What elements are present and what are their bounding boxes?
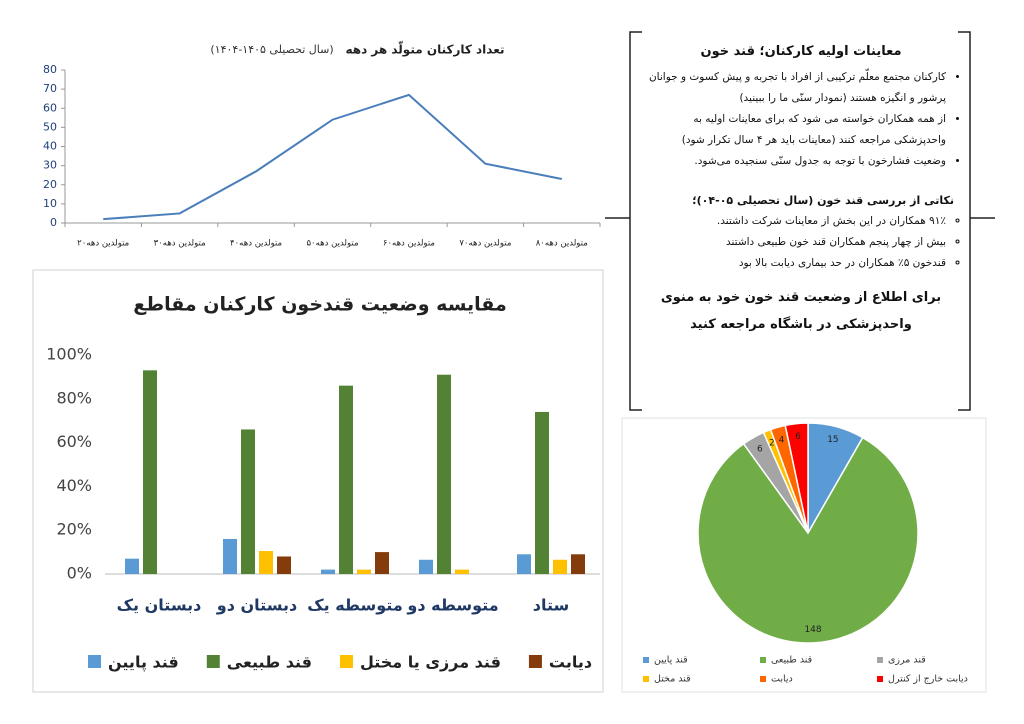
bar (321, 569, 335, 574)
x-tick-label: متولدین دهه۴۰ (230, 239, 282, 249)
data-label: 4 (779, 435, 785, 445)
legend-swatch (206, 655, 220, 668)
y-tick-label: 0 (50, 216, 57, 229)
x-tick-label: متوسطه دو (406, 596, 498, 615)
y-tick-label: 100% (46, 345, 92, 364)
x-tick-label: متولدین دهه۳۰ (154, 239, 206, 249)
left-bracket (629, 31, 642, 411)
bar (571, 554, 585, 574)
legend-label: قند مختل (654, 674, 691, 685)
bullet: کارکنان مجتمع معلّم ترکیبی از افراد با ت… (640, 67, 946, 109)
panel-frame (605, 31, 995, 411)
data-label: 6 (795, 432, 801, 442)
note: قندخون ۵٪ همکاران در حد بیماری دیابت بال… (640, 253, 946, 274)
bar-frame (32, 269, 604, 693)
panel-title: معاینات اولیه کارکنان؛ قند خون (700, 44, 902, 59)
y-tick-label: 30 (43, 159, 57, 172)
legend-label: قند پایین (654, 655, 688, 666)
legend-label: دیابت (771, 674, 793, 685)
bullet-list: کارکنان مجتمع معلّم ترکیبی از افراد با ت… (640, 67, 962, 172)
bar (143, 370, 157, 574)
x-tick-label: متولدین دهه۷۰ (459, 239, 511, 249)
y-tick-label: 80% (56, 388, 92, 407)
data-label: 148 (804, 625, 821, 635)
bar (223, 538, 237, 574)
data-label: 15 (827, 435, 838, 445)
y-tick-label: 60% (56, 432, 92, 451)
x-tick-label: متولدین دهه۸۰ (536, 239, 588, 249)
bar (357, 569, 371, 574)
note: بیش از چهار پنجم همکاران قند خون طبیعی د… (640, 232, 946, 253)
y-tick-label: 0% (67, 564, 92, 583)
x-tick-label: دبستان یک (117, 596, 202, 615)
bar (455, 569, 469, 574)
bar (375, 552, 389, 574)
chart-title: تعداد کارکنان متولّد هر دهه (345, 40, 504, 58)
bar (437, 374, 451, 574)
legend-label: قند مرزی یا مختل (360, 653, 501, 672)
legend-swatch (643, 657, 649, 663)
footer: برای اطلاع از وضعیت قند خون خود به منوی … (640, 284, 962, 338)
y-tick-label: 10 (43, 197, 57, 210)
x-tick-label: متولدین دهه۶۰ (383, 239, 435, 249)
data-label: 2 (769, 439, 775, 449)
chart-title: مقایسه وضعیت قندخون کارکنان مقاطع (133, 294, 507, 316)
legend-swatch (643, 676, 649, 682)
bar (517, 554, 531, 574)
x-tick-label: متولدین دهه۲۰ (77, 239, 129, 249)
footer-line: برای اطلاع از وضعیت قند خون خود به منوی (660, 290, 942, 305)
legend-swatch (339, 655, 353, 668)
legend-swatch (760, 657, 766, 663)
x-tick-label: دبستان دو (216, 596, 297, 615)
note: ۹۱٪ همکاران در این بخش از معاینات شرکت د… (640, 211, 946, 232)
bullet: وضعیت فشارخون با توجه به جدول سنّی سنجید… (640, 151, 946, 172)
right-bracket (958, 31, 971, 411)
y-tick-label: 20 (43, 178, 57, 191)
y-tick-label: 40 (43, 140, 57, 153)
legend-label: قند طبیعی (771, 655, 812, 666)
bar (339, 385, 353, 574)
bar (419, 559, 433, 574)
legend-swatch (88, 655, 101, 668)
y-tick-label: 50 (43, 120, 57, 133)
bullet: از همه همکاران خواسته می شود که برای معا… (640, 109, 946, 151)
pie-slice (784, 422, 809, 534)
legend-swatch (877, 676, 883, 682)
bar (277, 556, 291, 574)
y-tick-label: 20% (56, 520, 92, 539)
bar (241, 429, 255, 574)
y-tick-label: 80 (43, 63, 57, 76)
chart-subtitle: (سال تحصیلی ۱۴۰۵-۱۴۰۴) (210, 43, 333, 56)
legend-swatch (760, 676, 766, 682)
legend-label: قند مرزی (888, 655, 926, 666)
note-list: ۹۱٪ همکاران در این بخش از معاینات شرکت د… (640, 211, 962, 274)
legend-label: قند پایین (108, 653, 179, 673)
pie-frame (621, 417, 987, 693)
pie-slice (697, 436, 919, 644)
y-tick-label: 60 (43, 101, 57, 114)
x-tick-label: متوسطه یک (307, 596, 402, 615)
legend-label: دیابت (549, 653, 592, 672)
data-label: 6 (757, 445, 763, 455)
bar (125, 558, 139, 574)
legend-label: قند طبیعی (227, 653, 312, 672)
bar (535, 411, 549, 574)
line (103, 93, 562, 221)
bar (259, 551, 273, 574)
footer-line: واحدپزشکی در باشگاه مراجعه کنید (690, 317, 912, 332)
y-tick-label: 70 (43, 82, 57, 95)
legend-label: دیابت خارج از کنترل (888, 674, 968, 685)
bar (553, 559, 567, 574)
legend-swatch (877, 657, 883, 663)
x-tick-label: ستاد (533, 596, 569, 615)
x-tick-label: متولدین دهه۵۰ (306, 239, 358, 249)
legend-swatch (528, 655, 542, 668)
info-panel: معاینات اولیه کارکنان؛ قند خون کارکنان م… (640, 44, 962, 338)
subheading: نکاتی از بررسی قند خون (سال تحصیلی ۰۵-۰۴… (692, 194, 954, 207)
y-tick-label: 40% (56, 476, 92, 495)
